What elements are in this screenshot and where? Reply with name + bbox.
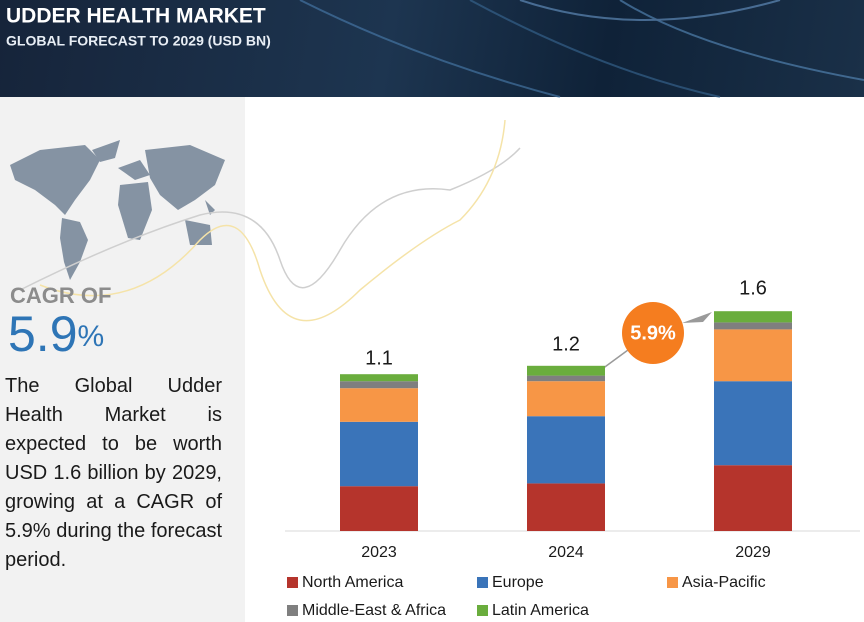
title: UDDER HEALTH MARKET <box>6 5 266 28</box>
x-tick-label: 2024 <box>548 544 584 561</box>
total-label: 1.2 <box>552 333 580 355</box>
world-map <box>10 140 225 280</box>
x-tick-label: 2029 <box>735 544 771 561</box>
cagr-unit: % <box>78 320 105 353</box>
legend-label: Middle-East & Africa <box>302 602 446 619</box>
bar-segment <box>527 375 605 382</box>
cagr-bubble <box>622 302 684 364</box>
bar-segment <box>527 381 605 417</box>
total-label: 1.1 <box>365 347 393 369</box>
bar-segment <box>527 365 605 376</box>
cagr-number: 5.9 <box>8 306 78 362</box>
legend-swatch <box>667 577 678 588</box>
total-label: 1.6 <box>739 277 767 299</box>
legend-swatch <box>287 577 298 588</box>
cagr-value: 5.9% <box>8 306 104 362</box>
legend-label: Europe <box>492 574 544 591</box>
bar-segment <box>527 483 605 531</box>
legend-label: North America <box>302 574 403 591</box>
bar-segment <box>714 311 792 323</box>
legend-label: Latin America <box>492 602 589 619</box>
bar-segment <box>340 374 418 382</box>
legend-swatch <box>287 605 298 616</box>
subtitle: GLOBAL FORECAST TO 2029 (USD BN) <box>6 33 271 49</box>
bar-segment <box>714 465 792 531</box>
bar-segment <box>340 388 418 422</box>
x-tick-label: 2023 <box>361 544 397 561</box>
cagr-bubble-label: 5.9% <box>630 322 676 344</box>
bar-segment <box>340 421 418 487</box>
bar-segment <box>340 381 418 389</box>
header-banner <box>0 0 864 97</box>
bar-segment <box>714 329 792 382</box>
annotation-arrow-head <box>682 312 712 323</box>
legend-label: Asia-Pacific <box>682 574 766 591</box>
legend-swatch <box>477 577 488 588</box>
legend-swatch <box>477 605 488 616</box>
decorative-curves <box>19 119 521 322</box>
bar-segment <box>527 416 605 484</box>
cagr-label: CAGR OF <box>10 283 111 308</box>
description: The Global Udder Health Market is expect… <box>5 375 222 571</box>
bar-segment <box>714 381 792 466</box>
bar-segment <box>340 486 418 531</box>
bar-segment <box>714 322 792 330</box>
header-decoration <box>299 0 864 98</box>
